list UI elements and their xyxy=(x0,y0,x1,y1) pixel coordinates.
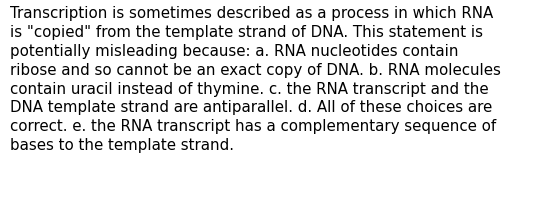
Text: Transcription is sometimes described as a process in which RNA
is "copied" from : Transcription is sometimes described as … xyxy=(10,6,501,153)
